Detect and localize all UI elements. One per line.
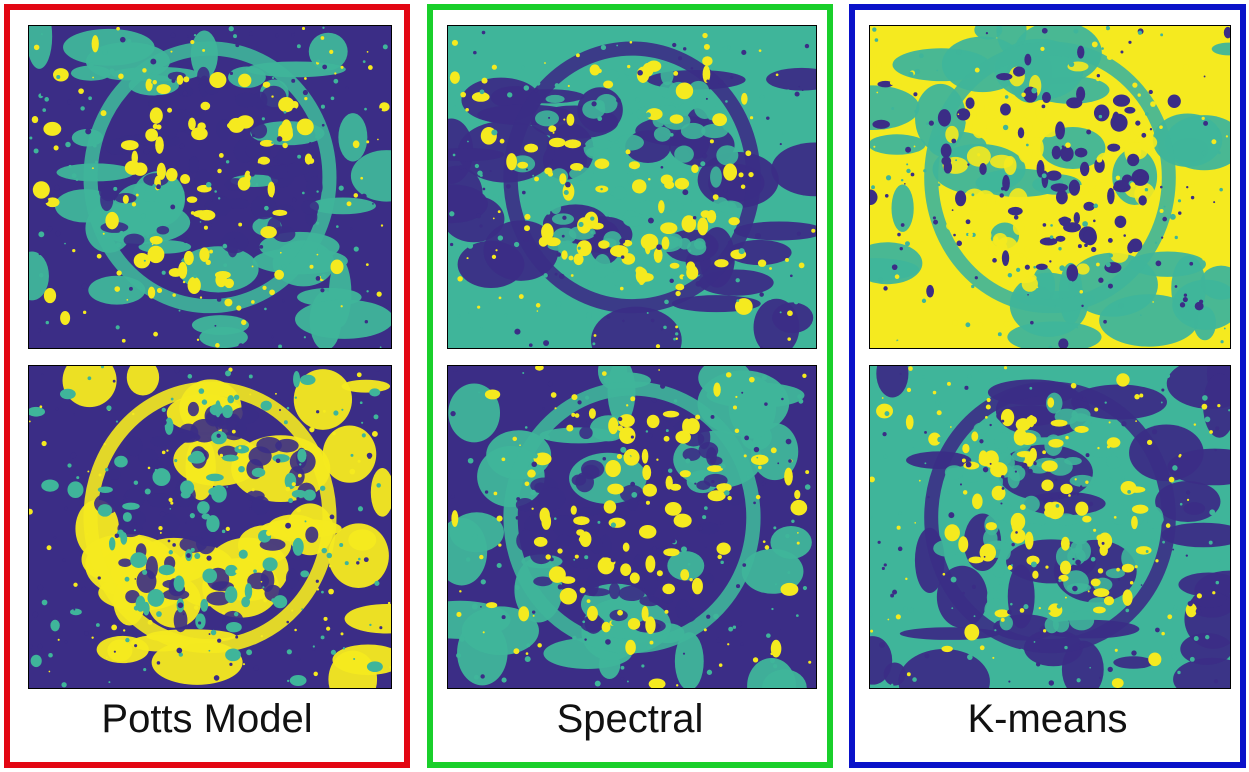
panel-k-means: K-means [849, 4, 1246, 768]
panel-potts-model: Potts Model [4, 4, 410, 768]
segmentation-image-kmeans-bottom [869, 365, 1231, 689]
segmentation-image-spectral-top [447, 25, 817, 349]
panel-label: K-means [967, 697, 1128, 741]
segmentation-image-kmeans-top [869, 25, 1231, 349]
segmentation-image-potts-top [28, 25, 392, 349]
segmentation-texture [870, 366, 1230, 688]
segmentation-image-potts-bottom [28, 365, 392, 689]
panel-label: Potts Model [101, 697, 313, 741]
segmentation-texture [448, 366, 816, 688]
segmentation-texture [870, 26, 1230, 348]
segmentation-texture [29, 366, 391, 688]
panel-spectral: Spectral [427, 4, 833, 768]
segmentation-image-spectral-bottom [447, 365, 817, 689]
segmentation-texture [29, 26, 391, 348]
segmentation-texture [448, 26, 816, 348]
panel-label: Spectral [556, 697, 704, 741]
